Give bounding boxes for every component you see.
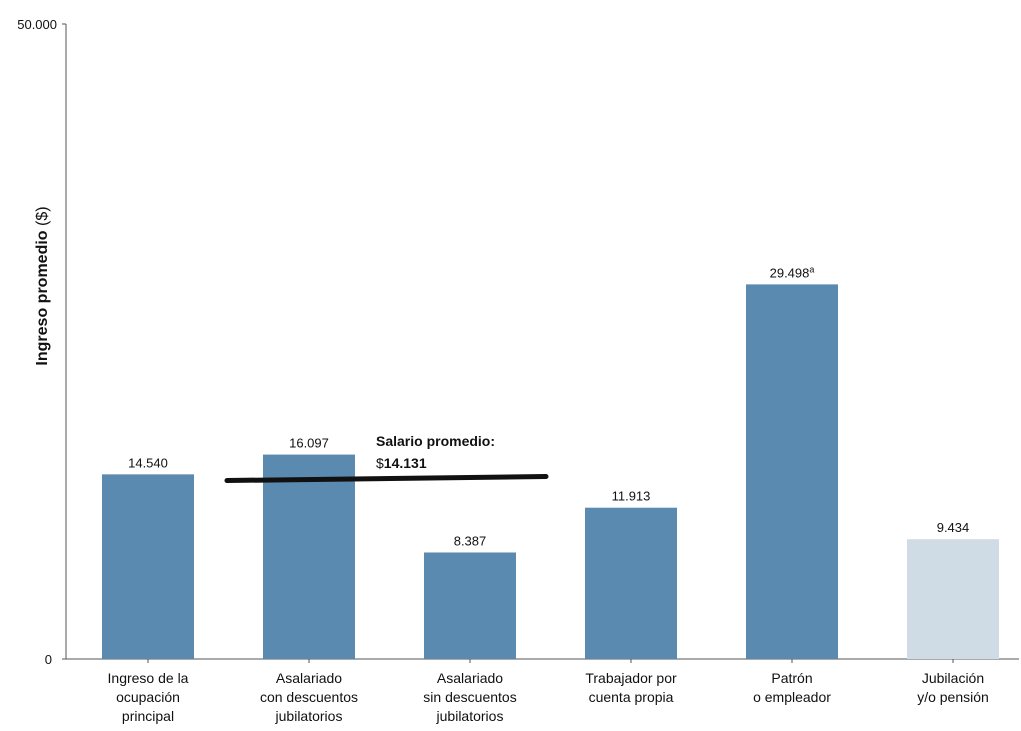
category-label-line: ocupación	[116, 689, 180, 705]
value-labels-group: 14.540 16.097 8.387 11.913 29.498a 9.434	[128, 264, 969, 548]
bar-4	[746, 284, 838, 659]
y-axis-title: Ingreso promedio ($)	[34, 206, 51, 365]
category-label-line: Jubilación	[922, 670, 984, 686]
value-label-2: 8.387	[454, 533, 487, 548]
bars-group	[102, 284, 999, 659]
category-label-line: jubilatorios	[275, 708, 343, 724]
y-tick-label-max: 50.000	[17, 17, 57, 32]
value-label-0: 14.540	[128, 455, 168, 470]
category-label-line: Patrón	[771, 670, 812, 686]
bar-2	[424, 552, 516, 659]
category-label-line: jubilatorios	[436, 708, 504, 724]
category-label-line: Trabajador por	[585, 670, 677, 686]
average-salary-value: $14.131	[376, 455, 427, 471]
category-label-line: Ingreso de la	[108, 670, 189, 686]
category-label-line: y/o pensión	[917, 689, 989, 705]
category-label-3: Trabajador por cuenta propia	[585, 670, 677, 705]
category-label-line: sin descuentos	[423, 689, 516, 705]
bar-3	[585, 507, 677, 659]
value-label-superscript-4: a	[809, 264, 814, 274]
y-axis-title-unit: ($)	[34, 206, 51, 226]
category-label-4: Patrón o empleador	[753, 670, 831, 705]
category-label-2: Asalariado sin descuentos jubilatorios	[423, 670, 516, 724]
value-label-3: 11.913	[612, 489, 651, 504]
y-axis-title-text: Ingreso promedio	[34, 230, 51, 365]
axes: 50.000 0 Ingreso promedio ($)	[17, 17, 1019, 667]
average-salary-currency: $	[376, 455, 384, 471]
bar-0	[102, 474, 194, 659]
category-label-line: Asalariado	[437, 670, 503, 686]
category-label-5: Jubilación y/o pensión	[917, 670, 989, 705]
category-label-line: cuenta propia	[589, 689, 674, 705]
y-tick-label-zero: 0	[45, 652, 52, 667]
category-labels-group: Ingreso de la ocupación principal Asalariad…	[108, 659, 989, 724]
average-salary-label: Salario promedio:	[376, 433, 495, 449]
bar-1	[263, 454, 355, 659]
category-label-0: Ingreso de la ocupación principal	[108, 670, 189, 724]
reference-line-group: Salario promedio: $14.131	[224, 433, 549, 484]
value-label-5: 9.434	[937, 520, 970, 535]
category-label-line: Asalariado	[276, 670, 342, 686]
category-label-line: o empleador	[753, 689, 831, 705]
average-salary-line	[224, 474, 549, 484]
category-label-1: Asalariado con descuentos jubilatorios	[260, 670, 358, 724]
average-salary-amount: 14.131	[384, 455, 427, 471]
value-label-4: 29.498a	[770, 264, 815, 280]
bar-5	[907, 539, 999, 659]
category-label-line: con descuentos	[260, 689, 358, 705]
category-label-line: principal	[122, 708, 174, 724]
value-label-1: 16.097	[289, 436, 329, 451]
